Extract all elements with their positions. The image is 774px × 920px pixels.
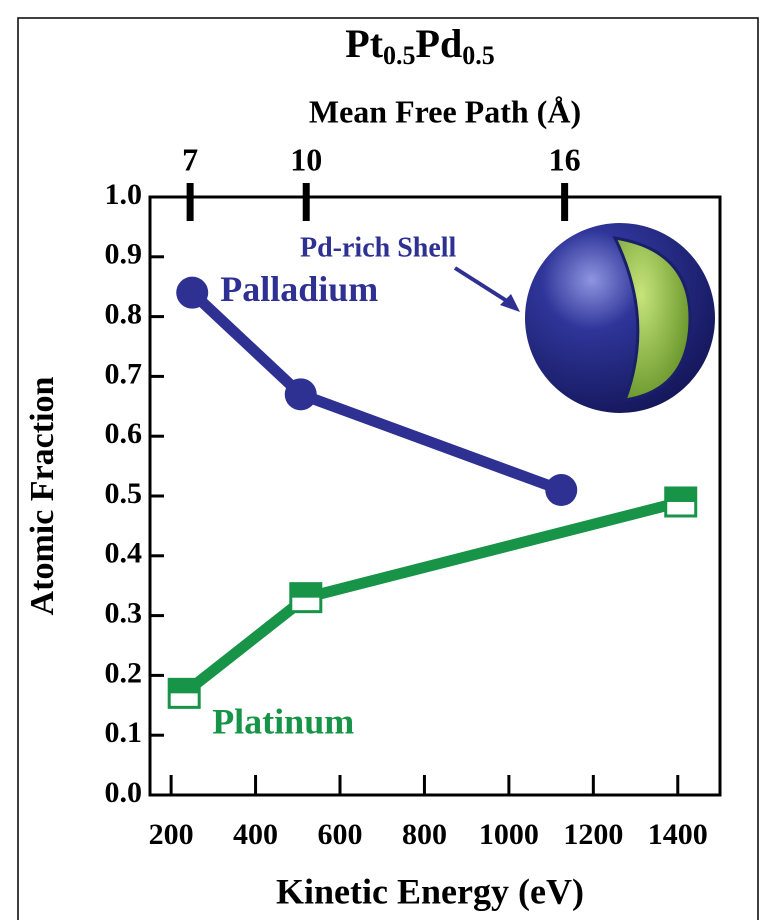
marker [545, 474, 578, 507]
y-tick-label: 0.9 [105, 238, 143, 271]
marker-fill [169, 679, 200, 694]
marker [176, 276, 209, 309]
x-tick-label: 1200 [563, 818, 623, 851]
marker [167, 677, 201, 709]
x2-tick-label: 10 [290, 141, 322, 177]
marker [664, 486, 698, 518]
arrow [453, 266, 512, 305]
x-tick-label: 1000 [479, 818, 539, 851]
y-tick-label: 0.1 [105, 716, 143, 749]
marker [284, 378, 317, 411]
marker-fill [665, 487, 696, 502]
y-tick-label: 0.3 [105, 596, 143, 629]
x-tick-label: 600 [318, 818, 363, 851]
y-axis-title: Atomic Fraction [24, 376, 61, 615]
arrow-head [500, 294, 520, 312]
title-text: Pd [416, 21, 463, 66]
y-tick-label: 0.0 [105, 776, 143, 809]
x-axis-title: Kinetic Energy (eV) [276, 871, 584, 911]
frame [17, 17, 759, 920]
y-tick-label: 0.4 [105, 537, 143, 570]
series-line [188, 288, 564, 496]
annotation: Pd-rich Shell [300, 232, 457, 263]
marker [289, 582, 323, 614]
x-tick-label: 800 [402, 818, 447, 851]
series-line [180, 496, 683, 698]
x2-tick-label: 7 [182, 141, 198, 177]
x-tick-label: 1400 [648, 818, 708, 851]
y-tick-label: 0.8 [105, 297, 143, 330]
y-tick-label: 0.6 [105, 417, 143, 450]
y-tick-label: 0.5 [105, 477, 143, 510]
x2-axis-title: Mean Free Path (Å) [309, 93, 581, 129]
x-tick-label: 400 [233, 818, 278, 851]
core [612, 236, 692, 402]
y-tick-label: 1.0 [105, 178, 143, 211]
x-tick-label: 200 [149, 818, 194, 851]
x2-tick-label: 16 [549, 141, 581, 177]
title-text: Pt [345, 21, 383, 66]
series-label: Platinum [212, 702, 354, 742]
series-label: Palladium [220, 269, 378, 309]
title-subscript: 0.5 [462, 41, 495, 70]
title-subscript: 0.5 [383, 41, 416, 70]
y-tick-label: 0.2 [105, 656, 143, 689]
marker-fill [290, 583, 321, 598]
chart-title: Pt0.5Pd0.5 [345, 21, 494, 70]
shell-illustration [453, 223, 715, 413]
y-tick-label: 0.7 [105, 357, 143, 390]
